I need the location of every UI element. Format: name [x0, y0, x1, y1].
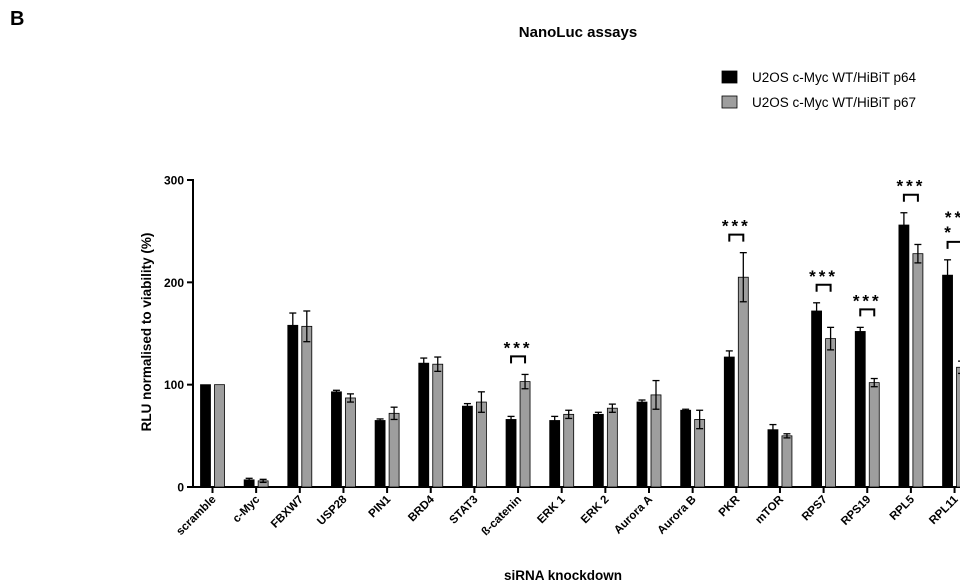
bar: [854, 331, 866, 488]
y-tick-label: 300: [164, 174, 184, 188]
bar: [912, 253, 924, 488]
bar: [825, 338, 836, 488]
bar: [475, 401, 487, 488]
bar: [374, 420, 386, 488]
significance-bracket: [510, 355, 527, 364]
x-axis: scramble c-Myc FBXW7 USP28 PIN1 BRD4 STAT3 ß-ca…: [174, 486, 960, 539]
significance-annotations: ******************: [504, 177, 960, 364]
legend-label: U2OS c-Myc WT/HiBiT p67: [752, 95, 916, 110]
x-tick-label: Aurora A: [612, 494, 655, 537]
bar: [868, 382, 880, 488]
bar: [287, 324, 299, 488]
significance-stars: ***: [722, 217, 751, 236]
bar: [956, 366, 960, 488]
legend: U2OS c-Myc WT/HiBiT p64 U2OS c-Myc WT/HiB…: [721, 70, 917, 110]
bar: [519, 381, 531, 488]
x-tick-label: scramble: [174, 494, 218, 538]
bar: [606, 407, 618, 488]
y-tick-label: 100: [164, 378, 184, 392]
x-tick-label: RPS19: [839, 494, 873, 528]
bar: [563, 413, 575, 488]
x-tick-label: BRD4: [406, 493, 437, 524]
bar: [636, 401, 648, 488]
x-axis-label: siRNA knockdown: [504, 568, 622, 583]
x-tick-label: RPL11: [927, 493, 960, 527]
x-tick-label: mTOR: [753, 493, 786, 526]
significance-bracket: [859, 308, 876, 317]
bar: [781, 435, 793, 488]
bar: [432, 363, 444, 488]
bar: [898, 224, 910, 488]
x-tick-label: FBXW7: [269, 494, 306, 531]
y-tick-label: 200: [164, 276, 184, 290]
bar: [461, 405, 473, 488]
x-tick-label: ERK 1: [535, 493, 568, 526]
legend-label: U2OS c-Myc WT/HiBiT p64: [752, 70, 917, 85]
bar: [592, 413, 604, 488]
bar: [418, 362, 430, 488]
legend-swatch: [721, 95, 738, 109]
chart-title: NanoLuc assays: [519, 24, 637, 41]
significance-stars: ***: [853, 291, 882, 310]
x-tick-label: RPS7: [800, 494, 830, 524]
panel-letter: B: [10, 8, 25, 30]
bar: [345, 397, 356, 488]
bar: [737, 276, 749, 488]
x-tick-label: PKR: [717, 493, 743, 519]
legend-swatch: [721, 70, 738, 84]
bar: [301, 325, 313, 488]
significance-stars: ***: [809, 267, 838, 286]
significance-stars: *: [944, 223, 951, 242]
x-tick-label: PIN1: [367, 493, 394, 520]
x-tick-label: RPL5: [888, 493, 918, 523]
significance-bracket: [946, 240, 960, 249]
bar: [505, 419, 517, 488]
bar: [694, 419, 706, 488]
y-tick-label: 0: [177, 481, 184, 495]
bar: [723, 356, 735, 488]
bars: [200, 212, 960, 488]
bar: [214, 384, 225, 488]
significance-bracket: [728, 233, 745, 242]
bar: [680, 409, 692, 488]
significance-stars: ***: [896, 177, 925, 196]
bar: [942, 274, 953, 488]
bar: [331, 391, 342, 488]
significance-bracket: [815, 283, 832, 292]
x-tick-label: STAT3: [447, 494, 480, 527]
significance-stars: ***: [504, 338, 533, 357]
bar: [200, 384, 211, 488]
x-tick-label: ß-catenin: [480, 494, 525, 539]
x-tick-label: ERK 2: [579, 494, 611, 526]
x-tick-label: USP28: [315, 493, 350, 528]
significance-bracket: [902, 193, 919, 202]
bar: [767, 429, 779, 488]
bar: [549, 420, 561, 488]
y-axis: 0 100 200 300: [164, 174, 194, 495]
x-tick-label: c-Myc: [231, 493, 263, 525]
significance-stars: **: [945, 208, 960, 227]
y-axis-label: RLU normalised to viability (%): [139, 233, 154, 432]
x-tick-label: Aurora B: [655, 494, 698, 537]
bar: [388, 412, 400, 488]
bar: [811, 310, 822, 488]
